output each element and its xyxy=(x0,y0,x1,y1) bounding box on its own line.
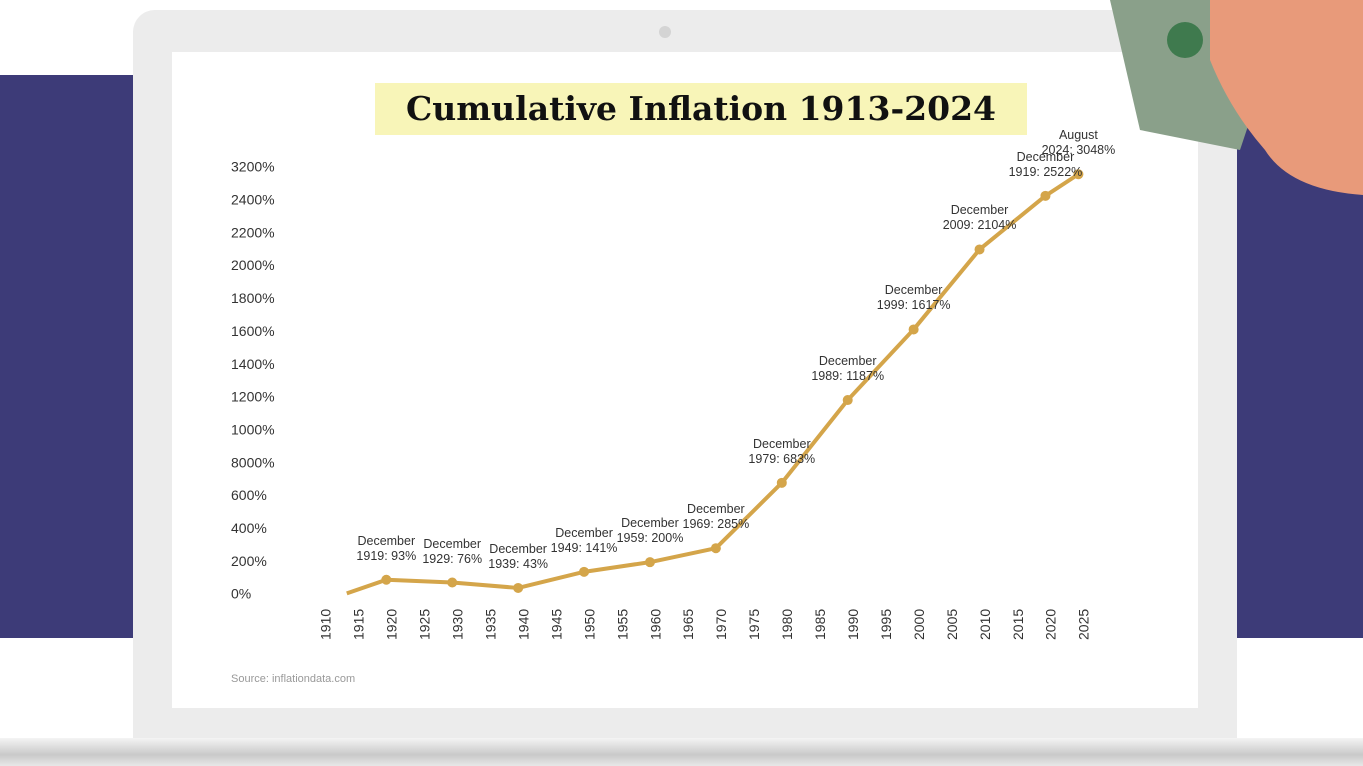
data-label: December 1939: 43% xyxy=(488,541,549,571)
data-label: August 2024: 3048% xyxy=(1041,128,1116,158)
title-box xyxy=(375,83,1027,135)
x-tick-label: 2020 xyxy=(1043,609,1059,640)
x-tick-label: 1945 xyxy=(548,609,564,640)
y-tick-label: 200% xyxy=(231,553,267,569)
y-tick-label: 400% xyxy=(231,520,267,536)
x-tick-label: 2025 xyxy=(1076,609,1092,640)
y-tick-label: 2400% xyxy=(231,192,275,208)
y-tick-label: 2200% xyxy=(231,224,275,240)
x-tick-label: 1915 xyxy=(351,609,367,640)
data-label: December 1959: 200% xyxy=(616,516,684,546)
data-label: December 2009: 2104% xyxy=(942,203,1017,233)
hand-with-bill xyxy=(1110,0,1363,195)
data-label: December 1969: 285% xyxy=(682,502,750,532)
y-tick-label: 1600% xyxy=(231,323,275,339)
data-label: December 1999: 1617% xyxy=(876,283,951,313)
x-tick-label: 1935 xyxy=(482,609,498,640)
y-tick-label: 1400% xyxy=(231,356,275,372)
x-tick-label: 2010 xyxy=(977,609,993,640)
y-tick-label: 1200% xyxy=(231,389,275,405)
data-label: December 1989: 1187% xyxy=(811,354,885,384)
marker xyxy=(776,477,787,488)
x-tick-label: 1925 xyxy=(417,609,433,640)
marker xyxy=(447,577,458,588)
x-tick-label: 1980 xyxy=(779,609,795,640)
y-tick-label: 2000% xyxy=(231,257,275,273)
marker xyxy=(710,543,721,554)
x-tick-label: 1970 xyxy=(713,609,729,640)
x-tick-label: 2000 xyxy=(911,609,927,640)
x-tick-label: 2005 xyxy=(944,609,960,640)
y-tick-label: 8000% xyxy=(231,454,275,470)
data-label: December 1919: 93% xyxy=(356,533,417,563)
marker xyxy=(908,324,919,335)
x-tick-label: 1955 xyxy=(614,609,630,640)
x-tick-label: 1995 xyxy=(878,609,894,640)
laptop-base xyxy=(0,738,1363,766)
x-tick-label: 1930 xyxy=(450,609,466,640)
x-tick-label: 2015 xyxy=(1010,609,1026,640)
screen xyxy=(172,52,1198,708)
y-tick-label: 3200% xyxy=(231,159,275,175)
camera xyxy=(659,26,671,38)
y-tick-label: 0% xyxy=(231,586,251,602)
x-tick-label: 1940 xyxy=(515,609,531,640)
x-tick-label: 1910 xyxy=(318,609,334,640)
data-label: December 1929: 76% xyxy=(422,536,483,566)
marker xyxy=(1073,169,1084,180)
x-tick-label: 1965 xyxy=(680,609,696,640)
marker xyxy=(842,395,853,406)
marker xyxy=(381,574,392,585)
y-tick-label: 1000% xyxy=(231,421,275,437)
data-label: December 1919: 2522% xyxy=(1008,149,1083,179)
data-label: December 1949: 141% xyxy=(550,525,618,555)
marker xyxy=(1040,190,1051,201)
x-tick-label: 1985 xyxy=(812,609,828,640)
marker xyxy=(644,557,655,568)
marker xyxy=(974,244,985,255)
x-tick-label: 1950 xyxy=(581,609,597,640)
y-tick-label: 600% xyxy=(231,487,267,503)
y-tick-label: 1800% xyxy=(231,290,275,306)
x-tick-label: 1960 xyxy=(647,609,663,640)
x-tick-label: 1990 xyxy=(845,609,861,640)
marker xyxy=(513,582,524,593)
data-label: December 1979: 683% xyxy=(748,436,816,466)
source: Source: inflationdata.com xyxy=(231,673,356,685)
x-tick-label: 1975 xyxy=(746,609,762,640)
marker xyxy=(579,566,590,577)
x-tick-label: 1920 xyxy=(384,609,400,640)
chart-title: Cumulative Inflation 1913-2024 xyxy=(406,89,996,128)
